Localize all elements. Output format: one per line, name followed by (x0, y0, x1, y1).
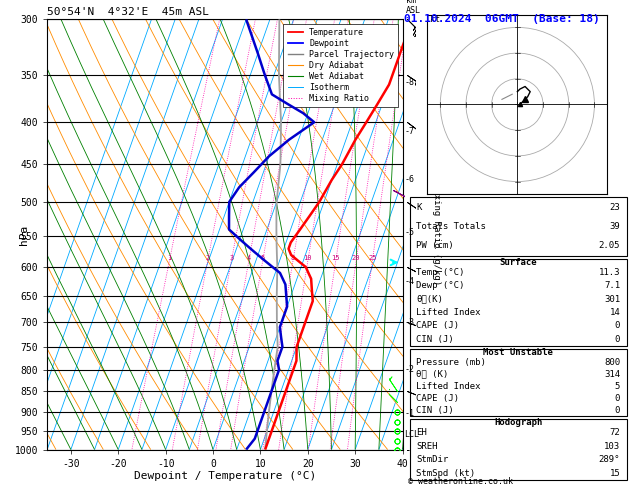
Text: 0: 0 (615, 394, 620, 402)
Text: -5: -5 (404, 228, 415, 237)
Text: -7: -7 (404, 126, 415, 136)
Text: 15: 15 (610, 469, 620, 478)
Text: 0: 0 (615, 405, 620, 415)
Text: -3: -3 (404, 318, 415, 327)
Text: θᴄ (K): θᴄ (K) (416, 370, 448, 379)
Text: StmSpd (kt): StmSpd (kt) (416, 469, 476, 478)
Bar (410, 419, 626, 480)
Text: θᴄ(K): θᴄ(K) (416, 295, 443, 304)
Text: PW (cm): PW (cm) (416, 242, 454, 250)
Text: 103: 103 (604, 442, 620, 451)
Text: 4: 4 (247, 255, 251, 261)
Text: LCL: LCL (404, 431, 419, 439)
Text: 14: 14 (610, 308, 620, 317)
Text: 800: 800 (604, 358, 620, 367)
Text: 1: 1 (167, 255, 172, 261)
Text: Pressure (mb): Pressure (mb) (416, 358, 486, 367)
Text: hPa: hPa (19, 225, 29, 244)
Text: 0: 0 (615, 335, 620, 344)
X-axis label: Dewpoint / Temperature (°C): Dewpoint / Temperature (°C) (134, 471, 316, 481)
Text: Temp (°C): Temp (°C) (416, 268, 465, 277)
Text: 25: 25 (368, 255, 377, 261)
Text: Lifted Index: Lifted Index (416, 382, 481, 391)
Text: 11.3: 11.3 (599, 268, 620, 277)
Text: 15: 15 (331, 255, 340, 261)
Text: EH: EH (416, 429, 427, 437)
Text: 39: 39 (610, 222, 620, 231)
Text: -6: -6 (404, 175, 415, 184)
Text: Dewp (°C): Dewp (°C) (416, 281, 465, 291)
Text: 10: 10 (304, 255, 312, 261)
Text: 5: 5 (260, 255, 265, 261)
Text: kt: kt (430, 15, 440, 24)
Text: Surface: Surface (499, 258, 537, 267)
Text: CIN (J): CIN (J) (416, 335, 454, 344)
Text: K: K (416, 203, 422, 211)
Text: 314: 314 (604, 370, 620, 379)
Text: -8: -8 (404, 78, 415, 87)
Text: Most Unstable: Most Unstable (483, 348, 554, 357)
Text: -4: -4 (404, 277, 415, 286)
Text: CAPE (J): CAPE (J) (416, 394, 459, 402)
Text: Mixing Ratio (g/kg): Mixing Ratio (g/kg) (432, 183, 441, 286)
Text: Hodograph: Hodograph (494, 418, 542, 427)
Text: 50°54'N  4°32'E  45m ASL: 50°54'N 4°32'E 45m ASL (47, 7, 209, 17)
Text: 2: 2 (206, 255, 209, 261)
Text: 2.05: 2.05 (599, 242, 620, 250)
Text: 0: 0 (615, 321, 620, 330)
Text: 23: 23 (610, 203, 620, 211)
Legend: Temperature, Dewpoint, Parcel Trajectory, Dry Adiabat, Wet Adiabat, Isotherm, Mi: Temperature, Dewpoint, Parcel Trajectory… (284, 24, 398, 107)
Text: 5: 5 (615, 382, 620, 391)
Text: -1: -1 (404, 409, 415, 418)
Text: StmDir: StmDir (416, 455, 448, 465)
Bar (410, 259, 626, 346)
Text: Totals Totals: Totals Totals (416, 222, 486, 231)
Text: km
ASL: km ASL (406, 0, 421, 15)
Text: CIN (J): CIN (J) (416, 405, 454, 415)
Text: 8: 8 (291, 255, 295, 261)
Text: SREH: SREH (416, 442, 438, 451)
Text: 289°: 289° (599, 455, 620, 465)
Text: 301: 301 (604, 295, 620, 304)
Text: 20: 20 (352, 255, 360, 261)
Text: Lifted Index: Lifted Index (416, 308, 481, 317)
Text: 72: 72 (610, 429, 620, 437)
Text: CAPE (J): CAPE (J) (416, 321, 459, 330)
Bar (410, 349, 626, 416)
Text: 01.10.2024  06GMT  (Base: 18): 01.10.2024 06GMT (Base: 18) (404, 14, 599, 24)
Bar (410, 197, 626, 256)
Text: 7.1: 7.1 (604, 281, 620, 291)
Text: -2: -2 (404, 365, 415, 374)
Text: 3: 3 (229, 255, 233, 261)
Text: © weatheronline.co.uk: © weatheronline.co.uk (408, 477, 513, 486)
